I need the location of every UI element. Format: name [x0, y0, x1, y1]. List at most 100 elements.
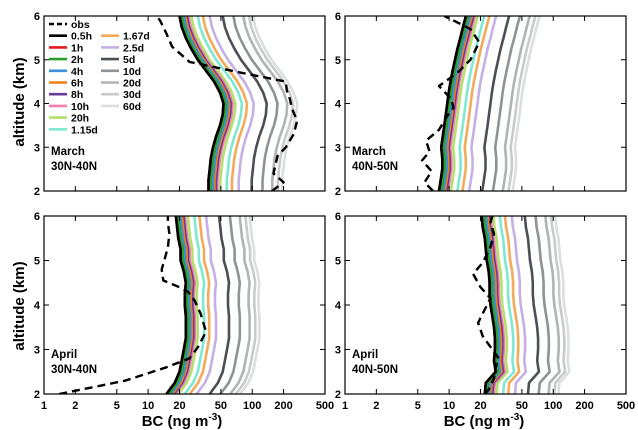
series-line-10h: [187, 16, 234, 191]
legend-label: 60d: [123, 101, 141, 113]
series-line-1.67d: [188, 216, 211, 394]
obs-line: [58, 216, 208, 394]
x-tick-label: 5: [114, 400, 120, 412]
y-tick-label: 6: [34, 11, 40, 23]
panel-label-month: April: [352, 349, 378, 361]
series-line-2.5d: [208, 16, 255, 191]
panel-label-month: March: [352, 146, 386, 158]
series-line-2.5d: [195, 216, 218, 394]
y-tick-label: 5: [335, 256, 341, 268]
series-line-8h: [185, 16, 233, 191]
series-line-1.15d: [183, 216, 206, 394]
series-line-10d: [232, 16, 279, 191]
series-line-60d: [511, 16, 541, 191]
series-line-10d: [534, 216, 552, 394]
y-tick-label: 4: [34, 300, 41, 312]
plot-area: [58, 216, 261, 394]
series-line-5d: [208, 216, 231, 394]
legend-label: 2h: [71, 54, 83, 66]
legend-label: 1h: [71, 42, 83, 54]
obs-line: [471, 216, 500, 394]
y-tick-label: 5: [34, 55, 40, 67]
legend-label: 4h: [71, 66, 83, 78]
y-tick-label: 5: [335, 55, 341, 67]
series-line-20d: [229, 216, 251, 394]
legend-label: 5d: [123, 54, 135, 66]
x-tick-label: 200: [274, 400, 292, 412]
y-tick-label: 6: [34, 211, 40, 223]
series-line-20h: [492, 216, 509, 394]
x-tick-label: 1: [342, 400, 348, 412]
series-line-5d: [523, 216, 541, 394]
x-tick-label: 1: [41, 400, 47, 412]
series-line-8h: [487, 216, 505, 394]
series-line-60d: [251, 16, 299, 191]
legend-label: 1.15d: [71, 124, 98, 136]
series-line-4h: [169, 216, 192, 394]
series-line-0.5h: [437, 16, 468, 191]
y-tick-label: 4: [34, 99, 41, 111]
series-line-0.5h: [165, 216, 188, 394]
series-line-20d: [501, 16, 531, 191]
y-tick-label: 3: [34, 345, 40, 357]
series-line-2h: [439, 16, 470, 191]
plot-area: [471, 216, 571, 394]
series-line-4h: [182, 16, 230, 191]
series-line-5d: [221, 16, 269, 191]
panel-2: 2 3 4 5 6 March 40N-50N: [335, 11, 627, 198]
y-axis-title-bottom: altitude (km): [11, 261, 28, 350]
x-tick-label: 500: [316, 400, 334, 412]
x-tick-label: 50: [215, 400, 227, 412]
panel-label-month: March: [51, 146, 85, 158]
series-line-1.15d: [196, 16, 244, 191]
panel-label-region: 40N-50N: [352, 364, 398, 376]
plot-area: [420, 16, 541, 191]
series-line-30d: [234, 216, 257, 394]
x-tick-label: 100: [544, 400, 562, 412]
series-line-8h: [172, 216, 195, 394]
series-line-0.5h: [480, 216, 498, 394]
series-line-5d: [480, 16, 511, 191]
series-line-10d: [219, 216, 242, 394]
legend-label: 20d: [123, 78, 141, 90]
panel-label-month: April: [51, 349, 77, 361]
x-tick-label: 100: [243, 400, 261, 412]
series-line-1.15d: [456, 16, 486, 191]
y-tick-label: 2: [34, 389, 40, 401]
x-tick-label: 20: [474, 400, 486, 412]
legend-label: 10h: [71, 101, 89, 113]
x-tick-label: 2: [72, 400, 78, 412]
series-line-20h: [190, 16, 237, 191]
series-line-6h: [171, 216, 193, 394]
series-line-1.15d: [498, 216, 516, 394]
obs-line: [420, 16, 481, 191]
series-line-10h: [446, 16, 477, 191]
series-line-30d: [247, 16, 295, 191]
series-line-20d: [544, 216, 561, 394]
x-tick-label: 20: [173, 400, 185, 412]
y-tick-label: 2: [34, 186, 40, 198]
y-tick-label: 3: [34, 142, 40, 154]
series-line-10h: [489, 216, 507, 394]
x-axis-title-right: BC (ng m-3): [444, 412, 525, 430]
plot-area: [155, 16, 299, 191]
x-tick-label: 10: [443, 400, 455, 412]
x-tick-label: 2: [373, 400, 379, 412]
panel-label-region: 30N-40N: [51, 364, 97, 376]
legend-label: 20h: [71, 113, 89, 125]
legend-label: obs: [71, 19, 90, 31]
legend-label: 1.67d: [123, 31, 150, 43]
obs-line: [155, 16, 299, 191]
x-tick-label: 50: [516, 400, 528, 412]
x-tick-label: 10: [142, 400, 154, 412]
series-line-30d: [507, 16, 537, 191]
series-line-60d: [553, 216, 571, 394]
panel-1: 2 3 4 5 6 March 30N-40N: [34, 11, 326, 198]
y-tick-label: 4: [335, 99, 342, 111]
y-tick-label: 2: [335, 186, 341, 198]
y-tick-label: 3: [335, 142, 341, 154]
